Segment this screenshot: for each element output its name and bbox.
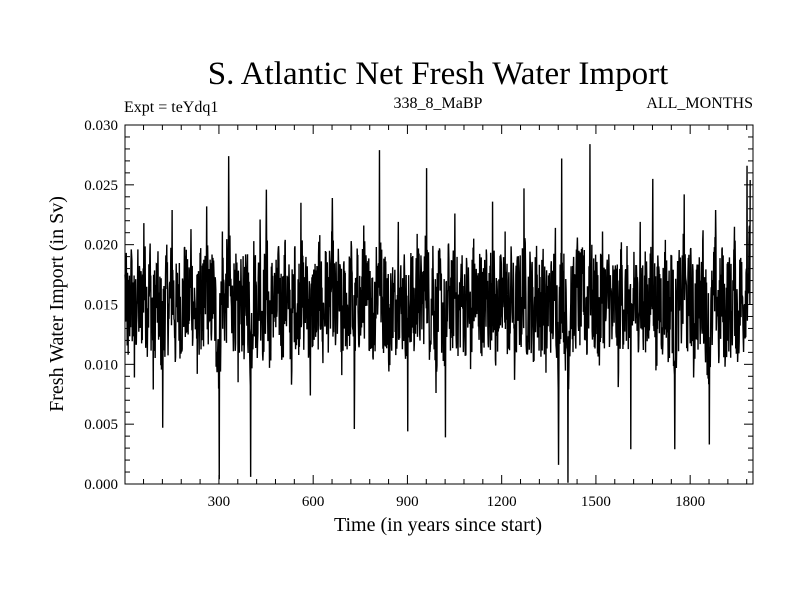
x-tick-label: 1500 <box>581 494 611 510</box>
x-tick-label: 1200 <box>487 494 517 510</box>
experiment-label: Expt = teYdq1 <box>124 99 218 116</box>
series-layer <box>124 144 751 483</box>
x-axis: 300 600 900 1200 1500 1800 <box>143 125 748 510</box>
period-label: 338_8_MaBP <box>394 95 483 112</box>
x-tick-label: 900 <box>396 494 419 510</box>
y-tick-label: 0.010 <box>84 357 118 373</box>
chart-title: S. Atlantic Net Fresh Water Import <box>208 56 669 92</box>
x-tick-label: 600 <box>302 494 325 510</box>
x-tick-label: 1800 <box>675 494 705 510</box>
y-tick-label: 0.030 <box>84 118 118 134</box>
y-tick-label: 0.015 <box>84 298 118 314</box>
y-axis: 0.000 0.005 0.010 0.015 0.020 0.025 0.030 <box>84 118 753 493</box>
x-axis-label: Time (in years since start) <box>334 514 542 536</box>
y-tick-label: 0.025 <box>84 178 118 194</box>
series-line <box>124 144 751 483</box>
y-tick-label: 0.000 <box>84 477 118 493</box>
months-label: ALL_MONTHS <box>646 95 753 112</box>
y-tick-label: 0.005 <box>84 417 118 433</box>
y-tick-label: 0.020 <box>84 238 118 254</box>
y-axis-label: Fresh Water Import (in Sv) <box>46 196 68 412</box>
x-tick-label: 300 <box>208 494 231 510</box>
